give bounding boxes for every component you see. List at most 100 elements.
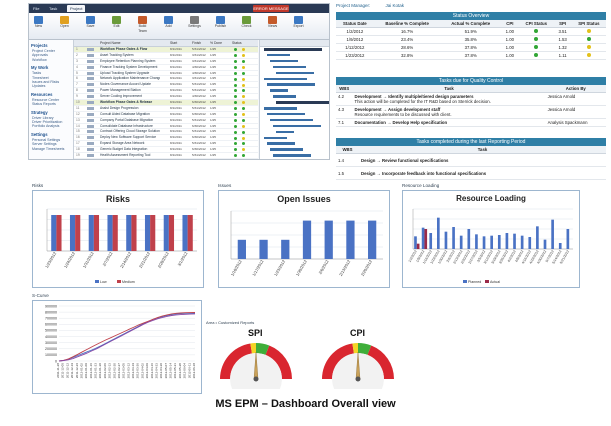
table-row[interactable]: 4 Finance Tracking System Development 8/1/… (74, 65, 258, 71)
gantt-bar[interactable] (276, 71, 314, 75)
sidebar-item-project-center[interactable]: Project Center (32, 49, 55, 53)
bar[interactable] (112, 215, 118, 251)
bar[interactable] (475, 234, 478, 249)
sidebar-item-approvals[interactable]: Approvals (32, 53, 48, 58)
bar[interactable] (482, 236, 486, 249)
sidebar-item-issues-and-risks[interactable]: Issues and Risks (32, 80, 60, 85)
bar[interactable] (144, 215, 151, 251)
column-header[interactable]: CPI Status (518, 20, 554, 28)
bar[interactable] (424, 229, 428, 249)
series-line[interactable] (58, 313, 196, 362)
bar[interactable] (459, 235, 463, 249)
bar[interactable] (302, 220, 312, 259)
bar[interactable] (551, 219, 554, 249)
bar[interactable] (182, 215, 188, 251)
table-row[interactable]: 14 Consolidate Database Infrastructure 8/1… (74, 124, 258, 130)
gantt-bar[interactable] (273, 95, 296, 98)
bar[interactable] (150, 215, 156, 251)
ribbon-button-new[interactable]: New (32, 16, 45, 34)
ribbon-button-check[interactable]: Check (240, 16, 253, 34)
sidebar-item-driver-library[interactable]: Driver Library (32, 115, 54, 120)
table-row[interactable]: 13 Company Portal Database Migration 8/1/2… (74, 118, 258, 124)
bar[interactable] (346, 220, 355, 259)
bar[interactable] (437, 217, 440, 249)
column-header[interactable]: Actual % Complete (440, 20, 501, 28)
table-row[interactable]: 18 Generic Budget Data Integration 8/1/201… (74, 147, 258, 154)
table-row[interactable]: 9 Server Cooling Improvement 8/1/2011 4/30/… (74, 94, 258, 101)
table-row[interactable]: 2 Asset Tracking System 8/1/2011 3/31/2012 1… (74, 53, 258, 59)
sidebar-item-personal-settings[interactable]: Personal Settings (32, 137, 61, 142)
gantt-bar[interactable] (267, 112, 305, 116)
table-row[interactable]: 5 Upload Tracking System Upgrade 8/1/2011 4… (74, 71, 258, 77)
bar[interactable] (126, 215, 132, 251)
sidebar-item-updates[interactable]: Updates (32, 84, 46, 89)
column-header[interactable]: Status Date (336, 20, 374, 28)
ribbon-button-build-team[interactable]: Build Team (136, 16, 149, 34)
column-header[interactable]: Action By (545, 85, 606, 93)
bar[interactable] (259, 239, 268, 259)
sidebar-item-tasks[interactable]: Tasks (32, 71, 42, 76)
table-row[interactable]: 16 Deploy New Software Support Service 8/1… (74, 135, 258, 142)
bar[interactable] (324, 220, 333, 259)
bar[interactable] (429, 233, 433, 249)
bar[interactable] (414, 236, 417, 249)
bar[interactable] (131, 215, 137, 251)
series-line[interactable] (58, 312, 196, 362)
tab-project[interactable]: Project (67, 5, 86, 12)
sidebar-item-manage-timesheets[interactable]: Manage Timesheets (32, 146, 65, 151)
table-row[interactable]: 10 Workflow Phase Gates & Release 8/1/2011… (74, 100, 258, 106)
ribbon-button-edit[interactable]: Edit (110, 16, 123, 34)
bar[interactable] (513, 233, 516, 249)
gantt-bar[interactable] (264, 136, 287, 139)
bar[interactable] (536, 226, 539, 249)
ribbon-button-open[interactable]: Open (58, 16, 71, 34)
bar[interactable] (368, 220, 377, 259)
grid-header-name[interactable]: Project Name (100, 41, 121, 45)
table-row[interactable]: 19 Health Assessment Reporting Tool 8/1/20… (74, 153, 258, 159)
table-row[interactable]: 15 Contract Offering Cloud Storage Soluti… (74, 129, 258, 136)
table-row[interactable]: 17 Expand Storage Area Network 8/1/2011 5/3… (74, 141, 258, 148)
bar[interactable] (505, 233, 509, 249)
column-header[interactable]: WBS (336, 85, 353, 93)
bar[interactable] (528, 237, 532, 249)
bar[interactable] (168, 215, 175, 251)
gantt-bar[interactable] (264, 48, 322, 51)
bar[interactable] (88, 215, 94, 251)
sidebar-item-driver-prioritization[interactable]: Driver Prioritization (32, 120, 63, 125)
table-row[interactable]: 7 Nodes Governance Accord Update 8/1/2011 5… (74, 82, 258, 89)
sidebar-item-workflow[interactable]: Workflow (32, 57, 47, 62)
gantt-bar[interactable] (264, 77, 307, 80)
table-row[interactable]: 12 Consult Aided Database Migration 8/1/20… (74, 112, 258, 118)
grid-header-finish[interactable]: Finish (192, 41, 202, 45)
ribbon-button-save[interactable]: Save (84, 16, 97, 34)
sidebar-item-portfolio-analysis[interactable]: Portfolio Analysis (32, 124, 60, 129)
table-row[interactable]: 3 Employee Retention Planning System 8/1/2… (74, 59, 258, 65)
table-row[interactable]: 20 Integrate Human Resources Database 8/1/… (74, 159, 258, 160)
gantt-bar[interactable] (273, 124, 321, 128)
grid-header-start[interactable]: Start (170, 41, 178, 45)
sidebar-item-status-reports[interactable]: Status Reports (32, 102, 56, 107)
bar[interactable] (75, 215, 81, 251)
bar[interactable] (237, 239, 246, 259)
bar[interactable] (281, 239, 290, 259)
bar[interactable] (520, 235, 524, 249)
bar[interactable] (416, 243, 420, 249)
sidebar-item-timesheet[interactable]: Timesheet (32, 75, 49, 80)
ribbon-button-export[interactable]: Export (292, 16, 305, 34)
bar[interactable] (421, 227, 425, 249)
column-header[interactable]: SPI (553, 20, 572, 28)
table-row[interactable]: 1 Workflow Phase Gates & Flow 8/1/2011 5/31… (74, 47, 258, 53)
sidebar-item-server-settings[interactable]: Server Settings (32, 142, 57, 147)
bar[interactable] (69, 215, 76, 251)
column-header[interactable]: Task (352, 85, 546, 93)
alert-button[interactable]: ERROR MESSAGE (253, 5, 289, 12)
gantt-bar[interactable] (273, 154, 311, 157)
table-row[interactable]: 11 Assist Design Progression 8/1/2011 5/31/… (74, 106, 258, 112)
bar[interactable] (107, 215, 113, 251)
gantt-bar[interactable] (276, 130, 294, 134)
tab-task[interactable]: Task (49, 6, 58, 11)
bar[interactable] (497, 235, 501, 249)
grid-header-done[interactable]: % Done (210, 41, 223, 45)
bar[interactable] (558, 243, 562, 249)
column-header[interactable]: CPI (500, 20, 519, 28)
